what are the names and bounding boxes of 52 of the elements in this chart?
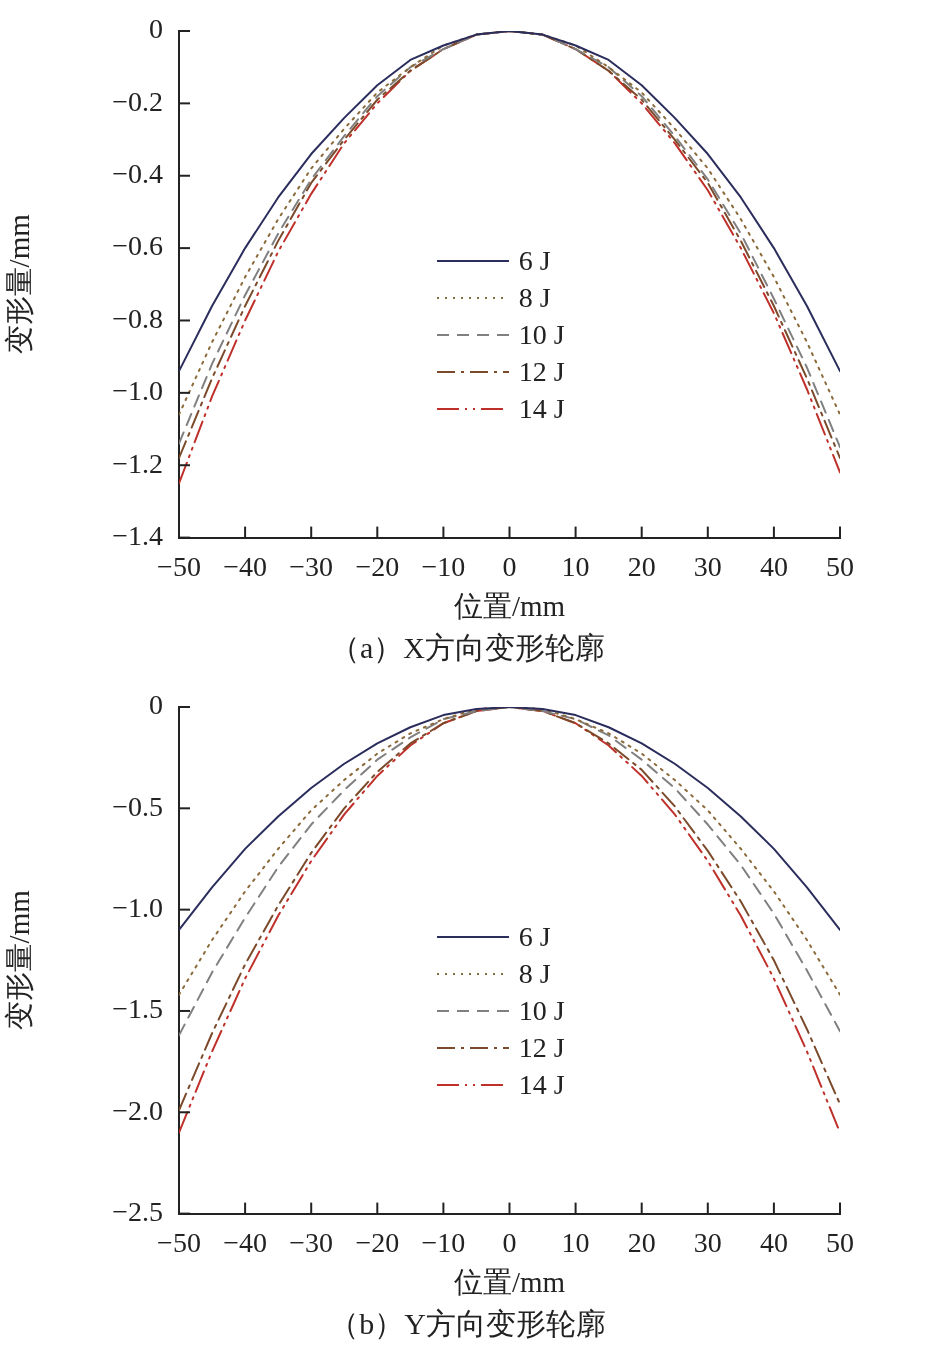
- x-tick-label: −20: [355, 550, 400, 582]
- legend-label: 12 J: [518, 355, 565, 390]
- x-tick-label: 10: [561, 1226, 590, 1258]
- y-tick-label: −0.5: [112, 790, 163, 822]
- x-tick-label: 40: [759, 1226, 788, 1258]
- y-tick-label: −0.4: [112, 158, 163, 190]
- x-tick-label: 50: [826, 1226, 854, 1258]
- y-tick-label: −2.0: [112, 1094, 163, 1126]
- x-tick-label: −10: [421, 550, 466, 582]
- y-tick-label: 0: [149, 13, 163, 45]
- y-axis-title: 变形量/mm: [3, 889, 36, 1031]
- y-tick-label: −1.4: [112, 519, 163, 551]
- y-tick-label: −1.5: [112, 993, 163, 1025]
- x-tick-label: −10: [421, 1226, 466, 1258]
- y-tick-label: −1.0: [112, 375, 163, 407]
- x-tick-label: 10: [561, 550, 590, 582]
- x-tick-label: −30: [289, 1226, 334, 1258]
- text: （a）X方向变形轮廓: [329, 630, 606, 666]
- y-tick-label: −1.0: [112, 892, 163, 923]
- x-axis-title: 位置/mm: [453, 590, 566, 623]
- x-tick-label: −20: [355, 1226, 400, 1258]
- legend-label: 14 J: [518, 1068, 565, 1103]
- legend-label: 10 J: [518, 318, 565, 353]
- x-tick-label: −40: [223, 1226, 267, 1258]
- y-tick-label: −0.8: [112, 302, 163, 334]
- text: （b）Y方向变形轮廓: [328, 1306, 607, 1342]
- legend-label: 6 J: [518, 244, 551, 279]
- legend-label: 8 J: [518, 957, 551, 992]
- x-tick-label: 20: [627, 1226, 656, 1258]
- x-tick-label: 0: [502, 1226, 517, 1258]
- x-tick-label: −50: [157, 1226, 201, 1258]
- y-axis-title: 变形量/mm: [3, 213, 36, 355]
- legend-label: 12 J: [518, 1031, 565, 1066]
- legend-label: 8 J: [518, 281, 551, 316]
- x-tick-label: 50: [826, 550, 854, 582]
- x-tick-label: 30: [693, 550, 722, 582]
- y-tick-label: −2.5: [112, 1195, 163, 1227]
- y-tick-label: −1.2: [112, 447, 163, 479]
- y-tick-label: −0.6: [112, 230, 163, 262]
- legend-label: 10 J: [518, 994, 565, 1029]
- x-tick-label: −50: [157, 550, 201, 582]
- x-tick-label: −30: [289, 550, 334, 582]
- x-tick-label: 0: [502, 550, 517, 582]
- x-tick-label: −40: [223, 550, 267, 582]
- y-tick-label: 0: [149, 689, 163, 721]
- legend-label: 6 J: [518, 920, 551, 955]
- x-tick-label: 30: [693, 1226, 722, 1258]
- x-tick-label: 40: [759, 550, 788, 582]
- y-tick-label: −0.2: [112, 85, 163, 117]
- legend-label: 14 J: [518, 392, 565, 427]
- x-axis-title: 位置/mm: [453, 1266, 566, 1299]
- x-tick-label: 20: [627, 550, 656, 582]
